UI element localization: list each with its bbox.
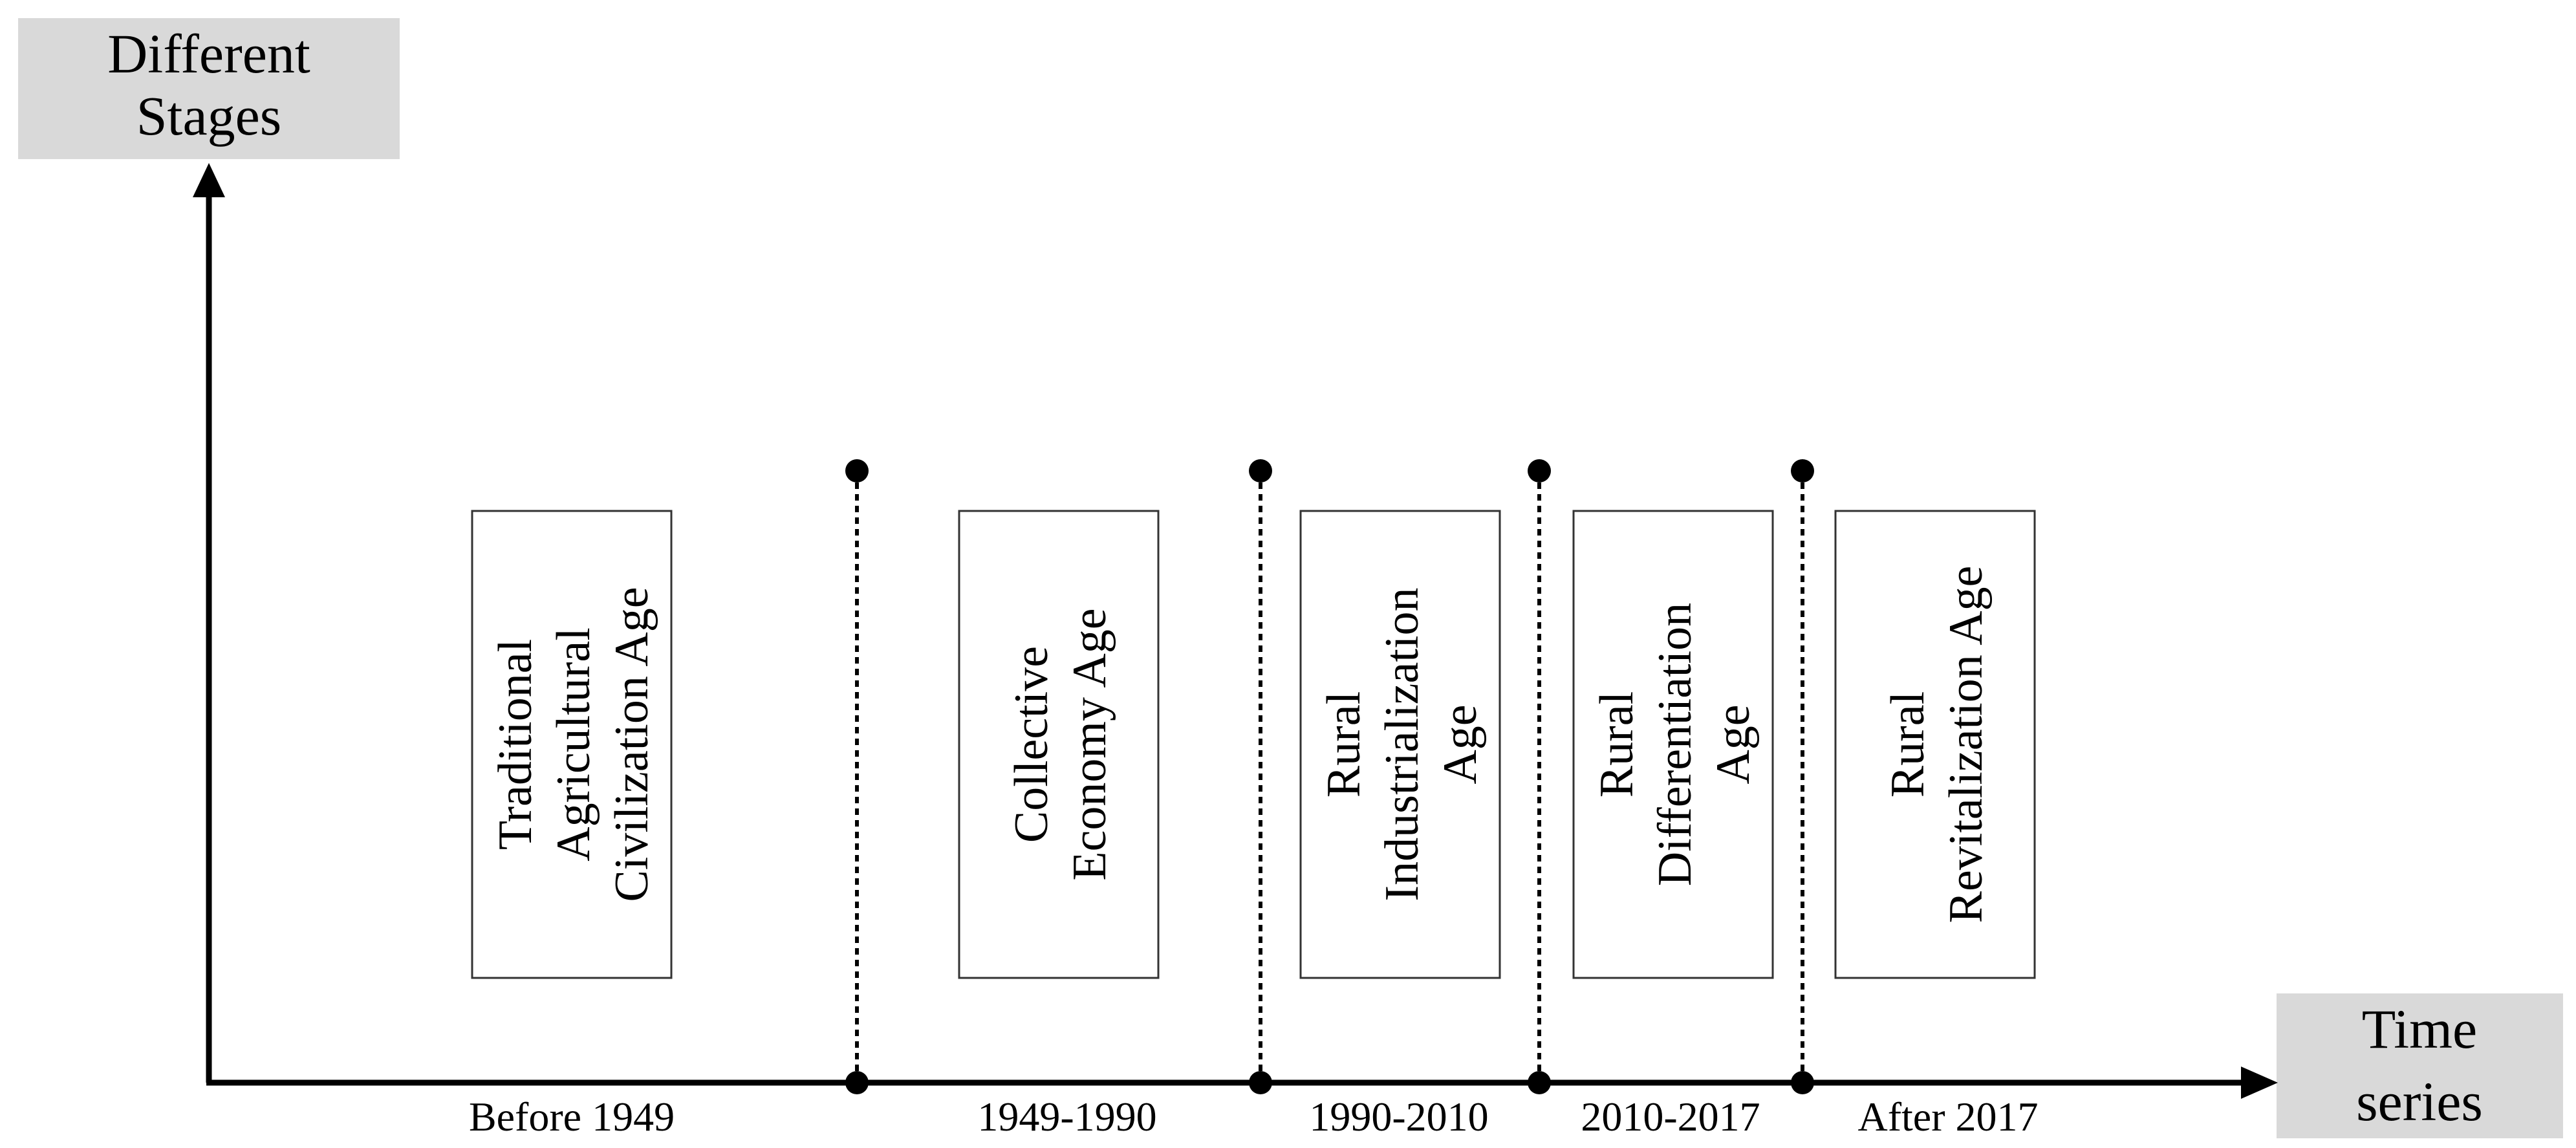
divider-bottom-dot	[1249, 1071, 1272, 1094]
stage-text-line: Rural	[1881, 691, 1934, 797]
period-label: Before 1949	[469, 1094, 675, 1140]
period-label: 1990-2010	[1309, 1094, 1488, 1140]
stage-text-line: Traditional	[489, 639, 542, 850]
stage-text-line: Economy Age	[1063, 608, 1116, 880]
divider-4	[1791, 459, 1814, 1094]
period-label: 2010-2017	[1581, 1094, 1760, 1140]
stage-5: Rural Revitalization Age After 2017	[1834, 510, 2039, 1140]
stage-text-line: Industrialization	[1376, 588, 1429, 902]
stage-text-line: Civilization Age	[605, 587, 658, 902]
divider-1	[845, 459, 869, 1094]
y-axis-label-line-2: Stages	[136, 85, 282, 147]
divider-bottom-dot	[1528, 1071, 1551, 1094]
divider-2	[1249, 459, 1272, 1094]
divider-top-dot	[845, 459, 869, 482]
stage-box	[471, 510, 673, 979]
divider-bottom-dot	[1791, 1071, 1814, 1094]
stage-text-line: Rural	[1317, 691, 1370, 797]
x-axis-arrowhead	[2241, 1067, 2278, 1099]
x-axis-label-box	[2277, 993, 2563, 1138]
stage-text-line: Revitalization Age	[1940, 566, 1993, 924]
x-axis-label-line-1: Time	[2362, 998, 2477, 1060]
x-axis-label: Time series	[2277, 993, 2563, 1138]
stage-text-line: Agricultural	[547, 627, 600, 861]
y-axis-arrowhead	[193, 163, 225, 197]
stage-text-line: Differentiation	[1649, 603, 1702, 886]
divider-top-dot	[1249, 459, 1272, 482]
divider-top-dot	[1791, 459, 1814, 482]
divider-3	[1528, 459, 1551, 1094]
period-label: After 2017	[1857, 1094, 2038, 1140]
divider-bottom-dot	[845, 1071, 869, 1094]
stage-text-line: Collective	[1005, 646, 1058, 843]
stage-1: Traditional Agricultural Civilization Ag…	[469, 510, 675, 1140]
stage-box	[1834, 510, 2036, 979]
divider-top-dot	[1528, 459, 1551, 482]
y-axis-label-box	[18, 18, 400, 159]
stage-box	[958, 510, 1160, 979]
stage-text-line: Rural	[1590, 691, 1643, 797]
stage-3: Rural Industrialization Age 1990-2010	[1299, 510, 1501, 1140]
stage-2: Collective Economy Age 1949-1990	[958, 510, 1160, 1140]
stage-box	[1299, 510, 1501, 979]
y-axis-label-line-1: Different	[107, 23, 310, 85]
x-axis-label-line-2: series	[2356, 1070, 2483, 1132]
stage-text-line: Age	[1707, 704, 1760, 784]
stage-4: Rural Differentiation Age 2010-2017	[1572, 510, 1774, 1140]
stage-text-line: Age	[1434, 704, 1487, 784]
stage-box	[1572, 510, 1774, 979]
period-label: 1949-1990	[977, 1094, 1156, 1140]
y-axis-label: Different Stages	[18, 18, 400, 159]
